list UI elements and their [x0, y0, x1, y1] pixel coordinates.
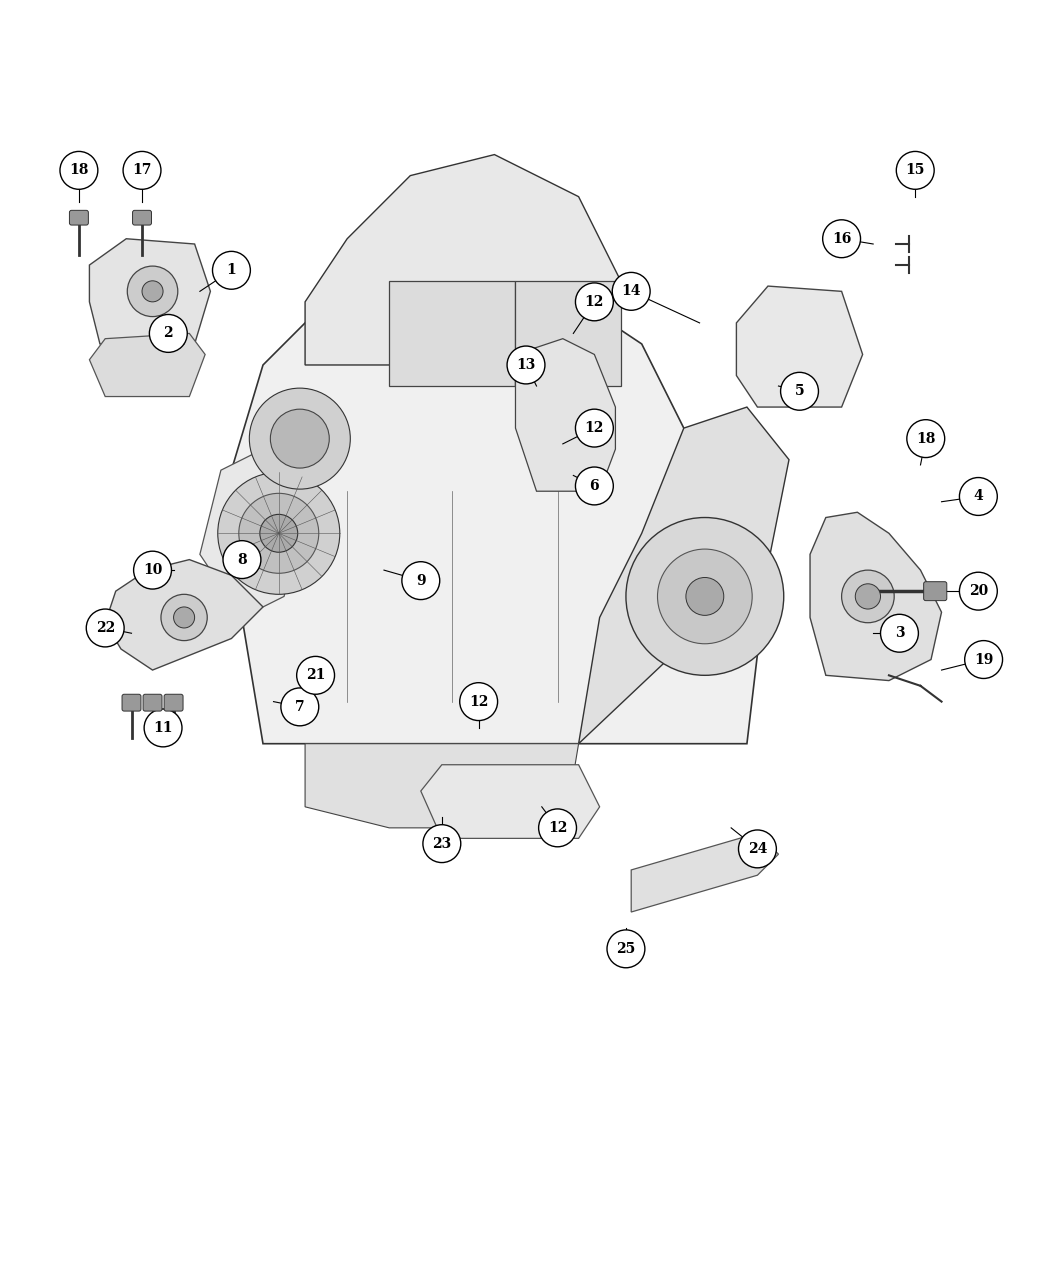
Circle shape: [539, 808, 576, 847]
Text: 7: 7: [295, 700, 305, 714]
Circle shape: [60, 152, 98, 189]
Text: 10: 10: [143, 563, 162, 577]
Circle shape: [249, 388, 350, 489]
Circle shape: [896, 152, 934, 189]
Polygon shape: [736, 286, 863, 407]
FancyBboxPatch shape: [133, 211, 151, 225]
Circle shape: [281, 688, 319, 725]
Circle shape: [739, 830, 776, 868]
Text: 14: 14: [622, 285, 641, 299]
Circle shape: [959, 572, 997, 610]
Polygon shape: [305, 155, 621, 365]
Circle shape: [174, 607, 195, 628]
Text: 5: 5: [794, 384, 805, 398]
Text: 24: 24: [748, 842, 767, 856]
Circle shape: [218, 472, 340, 594]
Text: 17: 17: [133, 163, 151, 178]
Circle shape: [213, 252, 250, 289]
Text: 25: 25: [616, 942, 635, 956]
Circle shape: [260, 515, 298, 552]
Circle shape: [607, 930, 645, 968]
Text: 18: 18: [69, 163, 88, 178]
Polygon shape: [631, 833, 778, 912]
Polygon shape: [105, 559, 263, 670]
Polygon shape: [421, 765, 600, 839]
Polygon shape: [305, 743, 579, 827]
FancyBboxPatch shape: [143, 695, 162, 711]
Text: 9: 9: [416, 573, 426, 587]
Circle shape: [965, 641, 1003, 678]
Text: 1: 1: [226, 263, 237, 277]
Circle shape: [686, 577, 724, 616]
Text: 13: 13: [517, 358, 535, 372]
Text: 22: 22: [96, 621, 115, 635]
Circle shape: [781, 373, 818, 410]
Circle shape: [507, 346, 545, 384]
Text: 8: 8: [237, 553, 247, 567]
Polygon shape: [810, 512, 942, 681]
Circle shape: [423, 825, 461, 862]
Circle shape: [907, 420, 945, 457]
Circle shape: [161, 594, 207, 641]
Circle shape: [142, 281, 163, 301]
Text: 6: 6: [589, 479, 600, 493]
Polygon shape: [515, 338, 615, 492]
Circle shape: [575, 467, 613, 504]
Text: 23: 23: [432, 836, 451, 850]
Circle shape: [460, 683, 498, 720]
Polygon shape: [515, 281, 621, 386]
Text: 2: 2: [163, 327, 174, 341]
Circle shape: [297, 656, 335, 695]
Circle shape: [575, 283, 613, 321]
Text: 12: 12: [585, 295, 604, 309]
Circle shape: [842, 570, 894, 623]
Circle shape: [855, 584, 881, 609]
Circle shape: [658, 549, 752, 644]
Circle shape: [612, 272, 650, 310]
Text: 18: 18: [916, 432, 935, 446]
Circle shape: [86, 609, 124, 647]
Text: 15: 15: [906, 163, 925, 178]
Polygon shape: [579, 407, 789, 743]
Text: 12: 12: [469, 695, 488, 709]
Text: 4: 4: [973, 489, 984, 503]
FancyBboxPatch shape: [924, 582, 947, 600]
Circle shape: [123, 152, 161, 189]
Circle shape: [823, 220, 861, 258]
FancyBboxPatch shape: [122, 695, 141, 711]
Circle shape: [134, 552, 171, 589]
FancyBboxPatch shape: [69, 211, 88, 225]
Polygon shape: [89, 239, 210, 344]
Polygon shape: [89, 333, 205, 397]
FancyBboxPatch shape: [164, 695, 183, 711]
Circle shape: [959, 478, 997, 516]
Text: 12: 12: [585, 421, 604, 435]
Circle shape: [149, 314, 187, 352]
Text: 16: 16: [832, 231, 851, 245]
Circle shape: [239, 493, 319, 573]
Circle shape: [881, 614, 918, 653]
Circle shape: [575, 409, 613, 447]
Polygon shape: [231, 259, 768, 743]
Text: 11: 11: [154, 722, 173, 736]
Text: 12: 12: [548, 821, 567, 835]
Circle shape: [223, 540, 261, 578]
Polygon shape: [200, 450, 305, 618]
Text: 3: 3: [894, 626, 905, 640]
Circle shape: [402, 562, 440, 600]
Text: 20: 20: [969, 584, 988, 598]
Circle shape: [270, 409, 329, 469]
Circle shape: [144, 709, 182, 747]
Polygon shape: [389, 281, 515, 386]
Text: 19: 19: [974, 653, 993, 667]
Circle shape: [127, 266, 178, 317]
Text: 21: 21: [306, 668, 325, 682]
Circle shape: [626, 517, 784, 676]
